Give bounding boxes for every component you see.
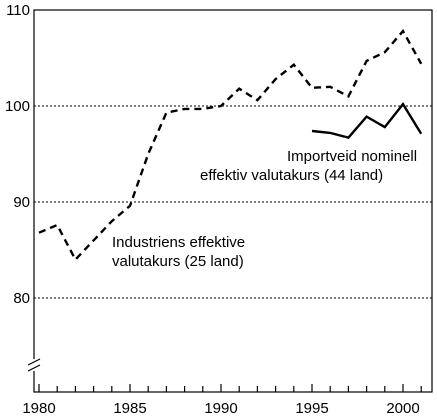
series-line-1 bbox=[311, 102, 423, 140]
x-tick-label-1990: 1990 bbox=[204, 400, 237, 417]
annotations: Industriens effektive valutakurs (25 lan… bbox=[112, 148, 417, 270]
x-axis-ticks bbox=[38, 384, 422, 392]
x-tick-label-1985: 1985 bbox=[113, 400, 146, 417]
axis-break-gap bbox=[26, 359, 42, 371]
y-tick-label-110: 110 bbox=[6, 2, 30, 19]
annotation-industry-line-1: Industriens effektive bbox=[112, 234, 245, 251]
axis-break-mark-upper bbox=[27, 358, 41, 366]
x-tick-label-1995: 1995 bbox=[295, 400, 328, 417]
x-tick-label-2000: 2000 bbox=[386, 400, 419, 417]
x-axis-tick-labels: 1980 1985 1990 1995 2000 bbox=[22, 400, 419, 417]
annotation-import-line-1: Importveid nominell bbox=[287, 148, 417, 165]
y-axis-tick-labels: 80 90 100 110 bbox=[5, 2, 30, 307]
axis-break-mark-lower bbox=[27, 364, 41, 372]
x-tick-label-1980: 1980 bbox=[22, 400, 55, 417]
plot-frame bbox=[33, 9, 433, 393]
y-tick-label-90: 90 bbox=[13, 194, 30, 211]
series-line-0 bbox=[38, 29, 423, 262]
y-tick-label-100: 100 bbox=[5, 98, 30, 115]
annotation-import-line-2: effektiv valutakurs (44 land) bbox=[200, 167, 383, 184]
y-axis-break bbox=[26, 358, 42, 372]
series-lines bbox=[38, 29, 423, 262]
y-tick-label-80: 80 bbox=[13, 290, 30, 307]
annotation-industry-line-2: valutakurs (25 land) bbox=[112, 253, 244, 270]
